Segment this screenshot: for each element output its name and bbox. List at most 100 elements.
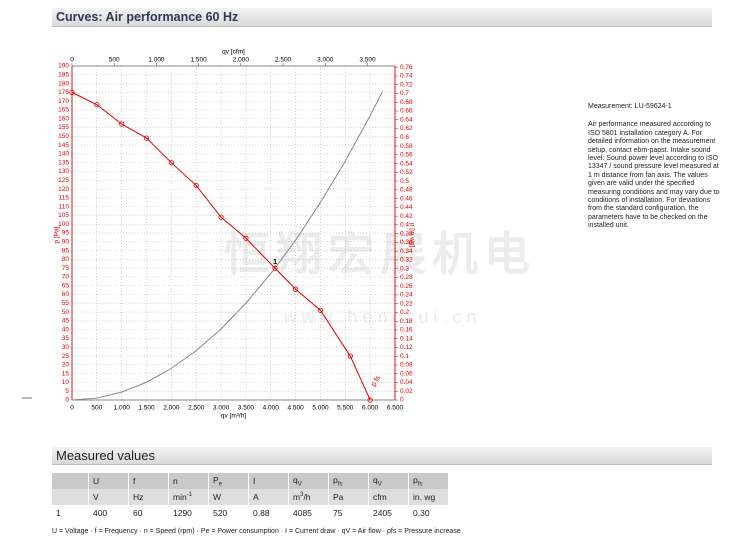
y-tick-label: 25 (62, 353, 70, 360)
y-tick-label: 125 (58, 177, 69, 184)
y2-tick-label: 0.08 (400, 362, 413, 369)
y2-tick-label: 0.3 (400, 265, 409, 272)
table-cell: 520 (208, 505, 249, 521)
y2-tick-label: 0.02 (400, 388, 413, 395)
table-cell: Pa (328, 489, 369, 505)
cell-text: p (333, 474, 338, 485)
x2-tick-label: 3.500 (359, 57, 376, 64)
table-cell: 400 (88, 505, 129, 521)
y2-tick-label: 0.38 (400, 230, 413, 237)
y2-tick-label: 0.34 (400, 248, 413, 255)
side-note: Measurement: LU-59624-1 Air performance … (588, 103, 720, 231)
x-tick-label: 6.000 (362, 405, 379, 412)
y-tick-label: 10 (62, 379, 70, 386)
watermark-url: w w w . h e n g r u i . c n (282, 307, 476, 327)
table-cell: 2405 (368, 505, 409, 521)
series-line (71, 91, 384, 401)
x-tick-label: 4.500 (287, 405, 304, 412)
cell-text: U (93, 476, 100, 486)
table-row: 1 400 60 1290 520 0.88 4085 75 2405 0.30 (52, 505, 449, 521)
x-tick-label: 3.500 (238, 405, 255, 412)
table-cell: m3/h (288, 489, 329, 505)
y2-tick-label: 0.64 (400, 116, 413, 123)
cell-text: n (173, 476, 178, 486)
table-legend: U = Voltage · f = Frequency · n = Speed … (52, 528, 461, 535)
y2-tick-label: 0.56 (400, 152, 413, 159)
y-tick-label: 120 (58, 186, 69, 193)
cell-sub: e (218, 481, 223, 488)
x-tick-label: 1.500 (138, 405, 155, 412)
x-tick-label: 5.000 (312, 405, 329, 412)
cell-sub: fs (417, 481, 423, 488)
y2-tick-label: 0.76 (400, 64, 413, 71)
cell-sub: V (377, 481, 382, 488)
x2-tick-label: 2.000 (233, 57, 250, 64)
y2-tick-label: 0.66 (400, 108, 413, 115)
y2-tick-label: 0.06 (400, 370, 413, 377)
y-tick-label: 115 (59, 195, 70, 202)
cell-text: A (253, 492, 259, 502)
table-cell: 75 (328, 505, 369, 521)
y-tick-label: 110 (59, 203, 70, 210)
point (168, 160, 174, 166)
y2-tick-label: 0.28 (400, 274, 413, 281)
y2-tick-label: 0.48 (400, 187, 413, 194)
x-tick-label: 500 (91, 405, 102, 412)
y2-tick-label: 0.5 (400, 178, 409, 185)
cell-text: W (213, 492, 222, 502)
table-cell: pfs (328, 473, 369, 489)
x2-axis-label: qv [cfm] (222, 49, 245, 56)
y-tick-label: 165 (58, 107, 69, 114)
y-tick-label: 50 (62, 309, 70, 316)
y2-tick-label: 0.6 (400, 134, 409, 141)
x-axis-label: qv [m³/h] (221, 413, 246, 420)
cell-sub: fs (337, 481, 343, 488)
table-cell: 0.30 (408, 505, 449, 521)
y2-tick-label: 0.2 (400, 309, 409, 316)
y-tick-label: 100 (58, 221, 69, 228)
measurement-id: Measurement: LU-59624-1 (588, 103, 672, 110)
table-cell: 4085 (288, 505, 329, 521)
y-tick-label: 175 (58, 89, 69, 96)
x2-tick-label: 1.000 (148, 57, 165, 64)
y-tick-label: 185 (58, 72, 69, 79)
x-tick-label: 4.000 (263, 405, 280, 412)
table-cell (52, 473, 89, 489)
table-cell: qV (368, 473, 409, 489)
cell-sub: V (297, 481, 302, 488)
cell-text: Hz (133, 492, 144, 502)
x2-tick-label: 3.000 (317, 57, 334, 64)
x-tick-label: 2.000 (163, 405, 180, 412)
y2-tick-label: 0.24 (400, 292, 413, 299)
y-tick-label: 85 (62, 247, 70, 254)
y2-tick-label: 0.7 (400, 90, 409, 97)
y2-tick-label: 0.68 (400, 99, 413, 106)
x-tick-label: 1.000 (114, 405, 131, 412)
table-cell: in. wg (408, 489, 449, 505)
point (143, 135, 150, 141)
y-axis-label: p [Pa] (54, 226, 61, 243)
cell-text: f (133, 476, 136, 486)
y-tick-label: 70 (62, 274, 70, 281)
table-cell (52, 489, 89, 505)
x2-tick-label: 2.500 (275, 57, 292, 64)
cell-text: V (93, 492, 99, 502)
table-cell: I (248, 473, 289, 489)
annotation: 1 (273, 257, 277, 266)
table-cell: U (88, 473, 129, 489)
x-tick-label: 0 (70, 405, 74, 412)
cell-text: q (293, 474, 298, 485)
header-title: Curves: Air performance 60 Hz (52, 8, 712, 27)
y2-tick-label: 0.42 (400, 213, 413, 220)
table-cell: n (168, 473, 209, 489)
y-tick-label: 75 (62, 265, 70, 272)
y2-tick-label: 0.58 (400, 143, 413, 150)
y2-axis-label: p [in wg] (408, 223, 415, 247)
section-title: Measured values (52, 447, 712, 465)
x-tick-label: 6.500 (387, 405, 404, 412)
